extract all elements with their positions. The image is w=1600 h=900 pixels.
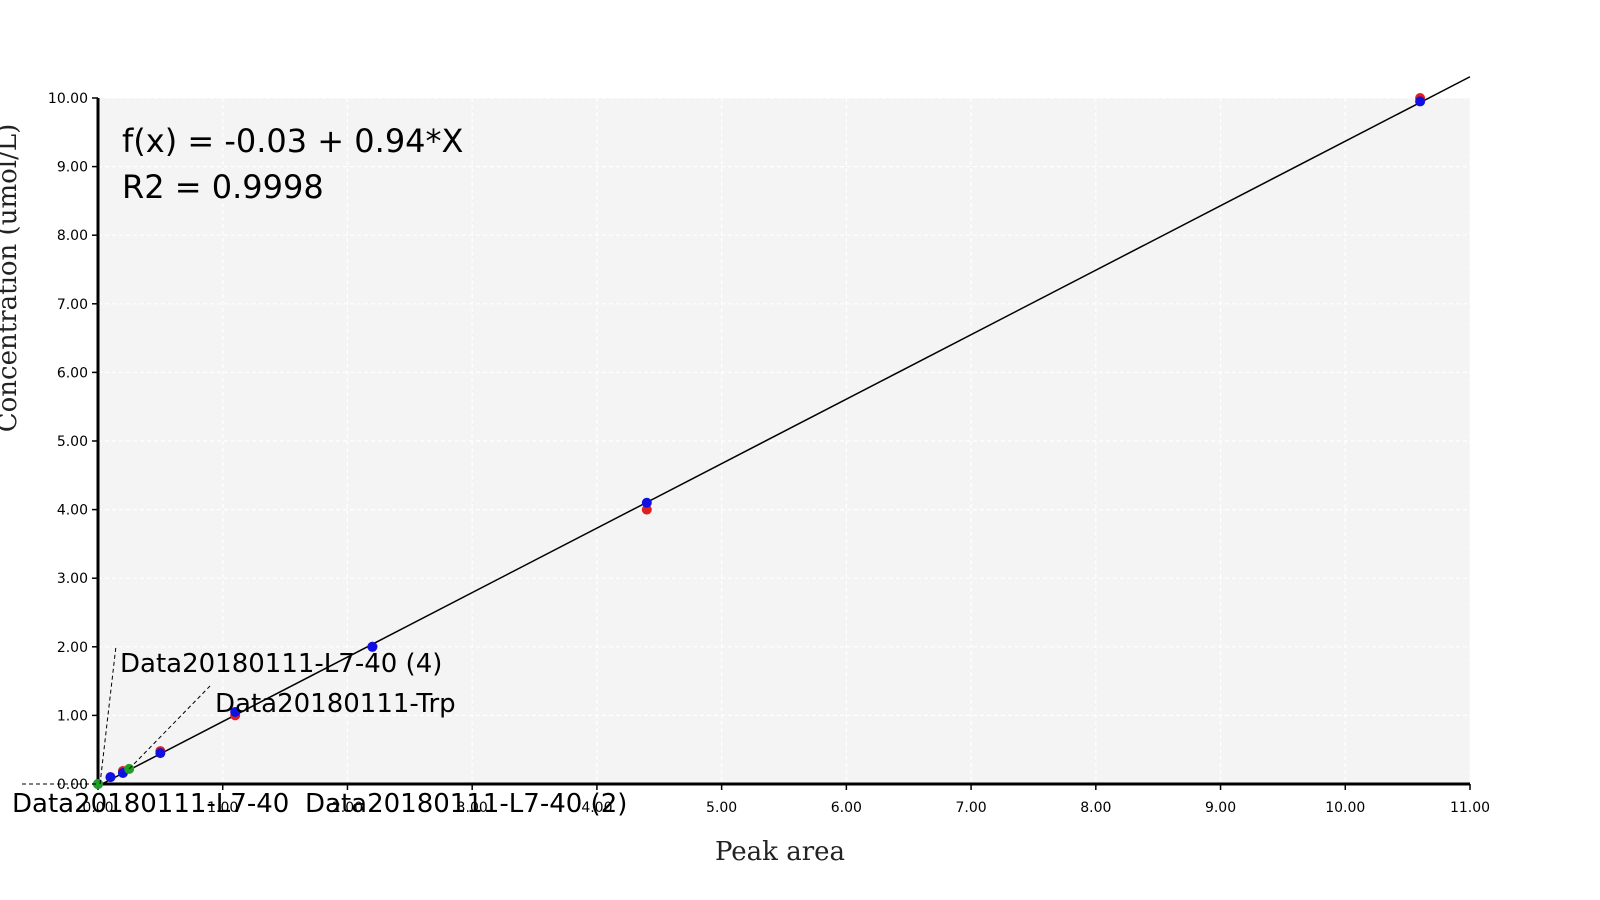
annotation-label: Data20180111-L7-40 (2) (305, 789, 627, 819)
grid (98, 97, 1471, 784)
x-tick-label: 0.00 (82, 800, 113, 816)
y-tick-label: 9.00 (57, 160, 88, 176)
annotation-leader (128, 685, 211, 770)
y-tick-label: 4.00 (57, 503, 88, 519)
y-tick-label: 2.00 (57, 640, 88, 656)
data-point (230, 706, 241, 717)
y-tick-label: 1.00 (57, 708, 88, 724)
y-tick-label: 8.00 (57, 228, 88, 244)
y-tick-label: 0.00 (57, 777, 88, 793)
regression-equation: f(x) = -0.03 + 0.94*X (122, 122, 463, 160)
x-tick-label: 1.00 (207, 800, 238, 816)
annotation-label: Data20180111-Trp (215, 689, 456, 719)
y-tick-label: 7.00 (57, 297, 88, 313)
data-point (105, 772, 116, 783)
data-point (641, 497, 652, 508)
y-axis-title: Concentration (umol/L) (0, 124, 23, 432)
y-tick-label: 10.00 (48, 91, 88, 107)
x-tick-label: 4.00 (581, 800, 612, 816)
annotation-label: Data20180111-L7-40 (4) (120, 649, 442, 679)
axes: 0.00 1.00 2.00 3.00 4.00 5.00 6.00 7.00 8.00 9.00… (48, 91, 1490, 816)
data-point (155, 748, 166, 759)
x-axis-title: Peak area (715, 837, 845, 867)
x-tick-label: 6.00 (831, 800, 862, 816)
data-point (641, 504, 652, 515)
regression-line (97, 76, 1471, 787)
x-tick-label: 9.00 (1205, 800, 1236, 816)
r-squared-label: R2 = 0.9998 (122, 168, 324, 206)
data-points (93, 93, 1426, 789)
x-tick-label: 2.00 (332, 800, 363, 816)
fit-line-layer (97, 76, 1471, 787)
data-point (367, 641, 378, 652)
x-tick-label: 11.00 (1450, 800, 1490, 816)
annotation-label: Data20180111-L7-40 (12, 789, 289, 819)
data-point (1415, 96, 1426, 107)
y-tick-label: 5.00 (57, 434, 88, 450)
x-tick-label: 10.00 (1325, 800, 1365, 816)
annotations: Data20180111-L7-40 (4) Data20180111-Trp Da… (12, 645, 627, 819)
y-tick-label: 3.00 (57, 571, 88, 587)
x-tick-label: 7.00 (956, 800, 987, 816)
y-tick-label: 6.00 (57, 365, 88, 381)
annotation-leader (99, 645, 117, 785)
x-tick-label: 8.00 (1080, 800, 1111, 816)
x-tick-label: 3.00 (457, 800, 488, 816)
x-tick-label: 5.00 (706, 800, 737, 816)
